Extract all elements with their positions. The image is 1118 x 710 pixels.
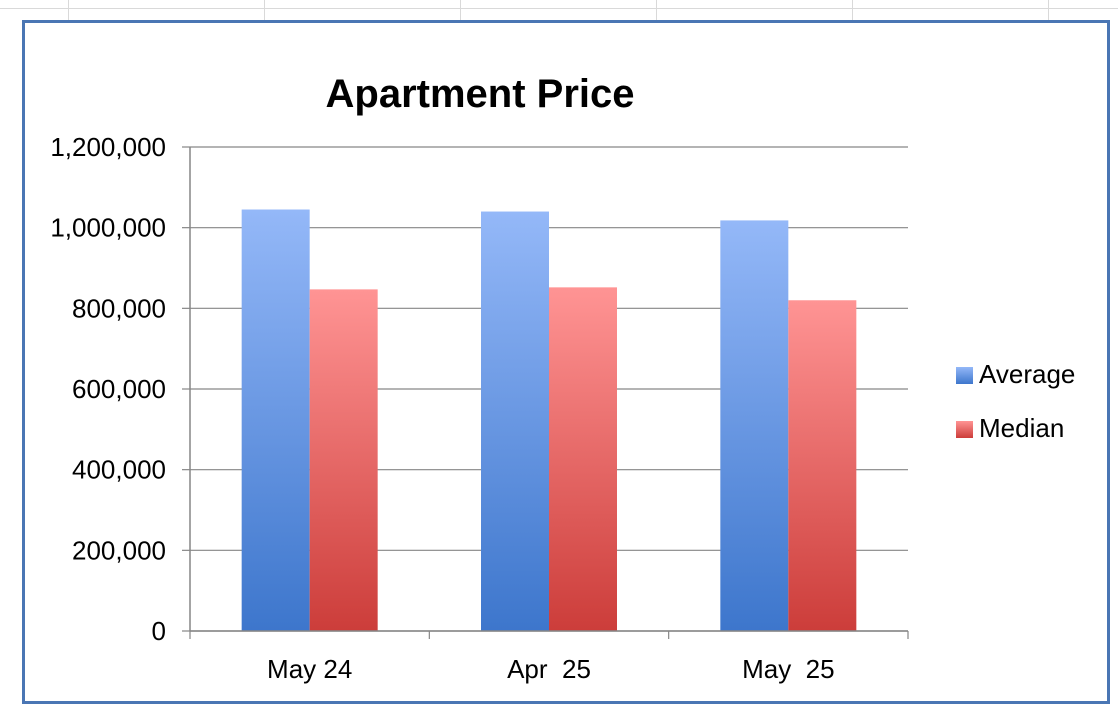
sheet-column-line [852, 0, 853, 20]
bar-median [788, 300, 857, 631]
bar-chart: 0 200,000 400,000 600,000 800,000 1,000,000 1,… [50, 72, 1075, 684]
x-tick-label: May 24 [267, 654, 352, 684]
bar-median [309, 289, 378, 631]
chart-object[interactable]: 0 200,000 400,000 600,000 800,000 1,000,000 1,… [22, 20, 1110, 704]
bar-average [481, 211, 549, 632]
sheet-column-line [656, 0, 657, 20]
legend-swatch-average [956, 367, 973, 384]
y-tick-label: 800,000 [72, 293, 166, 323]
legend[interactable]: Average Median [956, 359, 1075, 443]
x-tick-label: Apr 25 [507, 654, 591, 684]
x-tick-label: May 25 [742, 654, 835, 684]
y-tick-label: 200,000 [72, 535, 166, 565]
legend-swatch-median [956, 421, 973, 438]
legend-label-median: Median [979, 413, 1064, 443]
legend-label-average: Average [979, 359, 1075, 389]
y-tick-label: 1,000,000 [50, 213, 166, 243]
sheet-column-line [460, 0, 461, 20]
chart-title: Apartment Price [326, 72, 635, 116]
bar-average [241, 209, 310, 631]
bars [241, 209, 857, 632]
y-tick-label: 600,000 [72, 374, 166, 404]
sheet-column-line [264, 0, 265, 20]
sheet-column-line [1048, 0, 1049, 20]
y-tick-label: 1,200,000 [50, 132, 166, 162]
y-tick-label: 400,000 [72, 455, 166, 485]
y-tick-label: 0 [152, 616, 166, 646]
axes: 0 200,000 400,000 600,000 800,000 1,000,000 1,… [50, 132, 909, 684]
sheet-column-line [68, 0, 69, 20]
bar-average [720, 220, 789, 631]
sheet-row-line [0, 8, 1118, 9]
bar-median [549, 287, 617, 631]
